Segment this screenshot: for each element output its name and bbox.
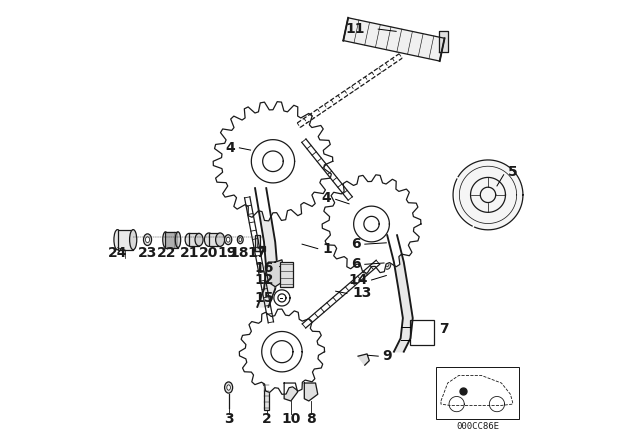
Ellipse shape — [237, 236, 243, 244]
Text: 4: 4 — [321, 191, 332, 206]
Bar — [410, 320, 435, 345]
Ellipse shape — [175, 232, 180, 247]
Ellipse shape — [204, 233, 213, 246]
Polygon shape — [252, 140, 294, 183]
Text: 23: 23 — [138, 246, 157, 260]
Text: 16: 16 — [255, 261, 275, 275]
Text: 3: 3 — [224, 412, 234, 426]
Polygon shape — [354, 206, 389, 242]
Polygon shape — [266, 260, 284, 287]
Text: 20: 20 — [199, 246, 219, 260]
Text: 4: 4 — [225, 141, 235, 155]
Ellipse shape — [381, 239, 388, 249]
Polygon shape — [284, 383, 298, 401]
Bar — [280, 262, 293, 287]
Ellipse shape — [216, 233, 225, 246]
Ellipse shape — [225, 235, 232, 245]
Polygon shape — [343, 18, 445, 61]
Polygon shape — [322, 175, 421, 273]
Text: 22: 22 — [157, 246, 176, 260]
Text: 18: 18 — [230, 246, 249, 260]
Text: 6: 6 — [351, 237, 360, 251]
Text: 5: 5 — [508, 165, 518, 180]
Ellipse shape — [143, 234, 152, 246]
Text: 21: 21 — [180, 246, 200, 260]
Ellipse shape — [185, 233, 193, 246]
Polygon shape — [358, 354, 369, 365]
Polygon shape — [213, 102, 333, 221]
Polygon shape — [274, 290, 290, 306]
Text: 6: 6 — [351, 257, 360, 271]
Polygon shape — [387, 235, 413, 352]
Bar — [165, 232, 178, 247]
Text: 000CC86E: 000CC86E — [456, 422, 499, 431]
Ellipse shape — [239, 237, 242, 242]
Polygon shape — [239, 309, 324, 394]
Ellipse shape — [114, 229, 121, 250]
Text: 2: 2 — [262, 412, 271, 426]
Text: 19: 19 — [218, 246, 237, 260]
Bar — [118, 229, 133, 250]
Ellipse shape — [263, 379, 270, 387]
Ellipse shape — [225, 382, 233, 393]
Ellipse shape — [256, 184, 268, 193]
Polygon shape — [439, 31, 448, 52]
Polygon shape — [255, 188, 278, 307]
Ellipse shape — [195, 233, 203, 246]
Text: 17: 17 — [248, 246, 267, 260]
Ellipse shape — [130, 229, 137, 250]
Bar — [255, 235, 260, 251]
Text: 11: 11 — [346, 22, 365, 36]
Text: 15: 15 — [255, 291, 275, 305]
Polygon shape — [453, 160, 523, 230]
Polygon shape — [262, 332, 302, 372]
Bar — [255, 246, 265, 251]
Text: 10: 10 — [281, 412, 301, 426]
Text: 9: 9 — [383, 349, 392, 363]
Text: 13: 13 — [352, 286, 372, 301]
Bar — [264, 383, 269, 410]
Ellipse shape — [227, 237, 230, 242]
Ellipse shape — [163, 232, 168, 247]
Ellipse shape — [227, 385, 230, 390]
Bar — [436, 367, 520, 419]
Text: 8: 8 — [306, 412, 316, 426]
Text: 24: 24 — [108, 246, 127, 260]
Text: 7: 7 — [439, 322, 449, 336]
Text: 14: 14 — [349, 273, 369, 287]
Bar — [209, 233, 220, 246]
Ellipse shape — [145, 237, 150, 243]
Text: 12: 12 — [255, 273, 275, 287]
Polygon shape — [305, 383, 317, 401]
Text: 1: 1 — [323, 241, 332, 256]
Bar — [189, 233, 199, 246]
Ellipse shape — [383, 259, 391, 269]
